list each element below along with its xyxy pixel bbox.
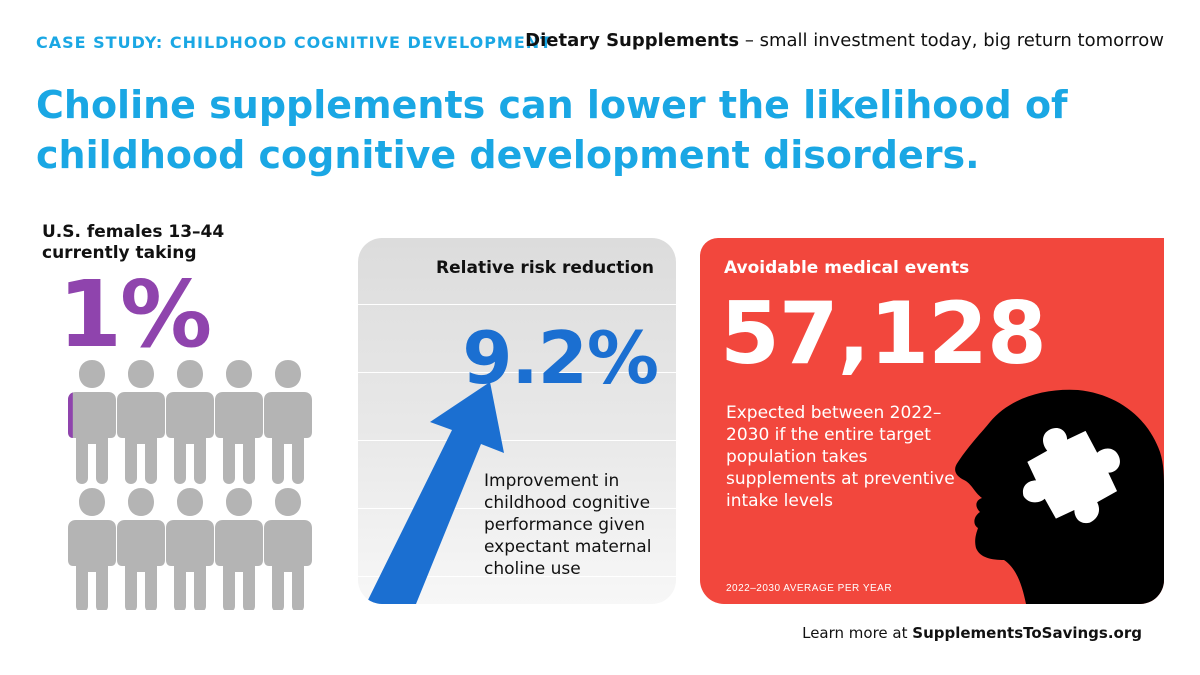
headline-rest: supplements can lower the likelihood of … [36, 83, 1068, 177]
population-percent: 1% [58, 261, 212, 368]
person-filled-portion [68, 392, 73, 438]
learn-more-footer: Learn more at SupplementsToSavings.org [802, 624, 1142, 642]
person-icon [68, 488, 116, 610]
medical-events-card: Avoidable medical events 57,128 Expected… [700, 238, 1164, 604]
tagline-bold: Dietary Supplements [525, 30, 740, 51]
learn-more-prefix: Learn more at [802, 624, 913, 642]
person-icon [166, 360, 214, 484]
person-icon [264, 488, 312, 610]
up-arrow-icon [366, 382, 504, 604]
case-study-eyebrow: CASE STUDY: CHILDHOOD COGNITIVE DEVELOPM… [36, 33, 553, 52]
tagline: Dietary Supplements – small investment t… [525, 30, 1164, 51]
events-card-title: Avoidable medical events [724, 258, 970, 278]
person-icon [166, 488, 214, 610]
headline-strong: Choline [36, 83, 196, 127]
events-card-footnote: 2022–2030 AVERAGE PER YEAR [726, 583, 893, 594]
person-icon [264, 360, 312, 484]
headline: Choline supplements can lower the likeli… [36, 80, 1166, 180]
risk-reduction-card: Relative risk reduction 9.2% Improvement… [358, 238, 676, 604]
person-icon [215, 488, 263, 610]
risk-card-description: Improvement in childhood cognitive perfo… [484, 471, 652, 579]
person-icon [117, 360, 165, 484]
risk-card-value: 9.2% [462, 316, 659, 400]
tagline-rest: – small investment today, big return tom… [739, 30, 1164, 51]
events-card-description: Expected between 2022–2030 if the entire… [726, 403, 955, 511]
person-icon [117, 488, 165, 610]
population-label: U.S. females 13–44 currently taking [42, 222, 225, 263]
person-icon [68, 360, 116, 484]
person-icon [215, 360, 263, 484]
head-puzzle-icon [955, 389, 1164, 604]
risk-card-title: Relative risk reduction [436, 258, 654, 278]
people-icon-grid [68, 360, 312, 610]
learn-more-link[interactable]: SupplementsToSavings.org [912, 624, 1142, 642]
events-card-value: 57,128 [720, 284, 1047, 384]
